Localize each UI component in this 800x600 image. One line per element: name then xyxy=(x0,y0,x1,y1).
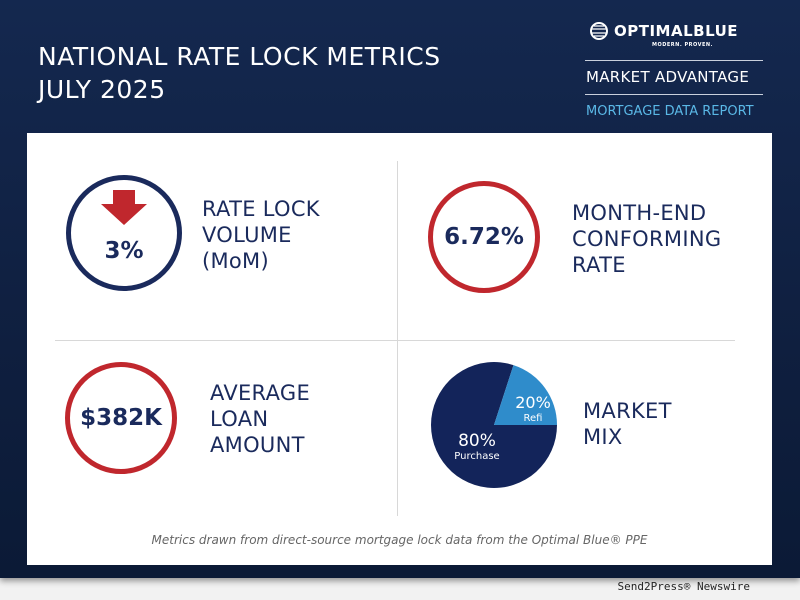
loan-amount-ring: $382K xyxy=(65,362,177,474)
purchase-percent: 80% xyxy=(458,431,496,451)
conforming-rate-ring: 6.72% xyxy=(428,181,540,293)
title-line-1: NATIONAL RATE LOCK METRICS xyxy=(38,42,441,71)
refi-percent: 20% xyxy=(515,393,551,412)
page-title: NATIONAL RATE LOCK METRICS JULY 2025 xyxy=(38,40,441,106)
label-line: (MoM) xyxy=(202,249,269,273)
conforming-rate-value: 6.72% xyxy=(444,224,524,250)
arrow-down-icon xyxy=(101,190,147,225)
globe-icon xyxy=(590,22,608,40)
label-line: VOLUME xyxy=(202,223,292,247)
label-line: MIX xyxy=(583,425,623,449)
metrics-panel: 3% RATE LOCK VOLUME (MoM) 6.72% MONTH-EN… xyxy=(27,133,772,565)
market-mix-pie: 80% Purchase 20% Refi xyxy=(431,362,557,488)
rate-lock-ring: 3% xyxy=(66,175,182,291)
refi-label: Refi xyxy=(524,413,543,424)
report-series: MARKET ADVANTAGE xyxy=(586,68,750,86)
label-line: RATE xyxy=(572,253,626,277)
divider-vertical xyxy=(397,161,398,516)
divider xyxy=(585,94,763,95)
divider xyxy=(585,60,763,61)
market-mix-label: MARKET MIX xyxy=(583,398,672,450)
footer-note: Metrics drawn from direct-source mortgag… xyxy=(151,533,648,547)
divider-horizontal xyxy=(55,340,735,341)
label-line: LOAN xyxy=(210,407,269,431)
label-line: MARKET xyxy=(583,399,672,423)
title-line-2: JULY 2025 xyxy=(38,75,166,104)
logo-tagline: MODERN. PROVEN. xyxy=(652,42,713,48)
label-line: CONFORMING xyxy=(572,227,722,251)
label-line: RATE LOCK xyxy=(202,197,320,221)
newswire-credit: Send2Press® Newswire xyxy=(617,580,750,593)
conforming-rate-label: MONTH-END CONFORMING RATE xyxy=(572,200,721,278)
header-background: NATIONAL RATE LOCK METRICS JULY 2025 OPT… xyxy=(0,0,800,578)
label-line: AVERAGE xyxy=(210,381,311,405)
rate-lock-label: RATE LOCK VOLUME (MoM) xyxy=(202,196,320,274)
purchase-label: Purchase xyxy=(454,451,499,462)
report-type: MORTGAGE DATA REPORT xyxy=(586,104,754,119)
pie-slice-refi xyxy=(494,365,557,425)
optimal-blue-logo: OPTIMALBLUE xyxy=(588,22,738,40)
rate-lock-value: 3% xyxy=(104,238,144,264)
logo-text: OPTIMALBLUE xyxy=(614,22,739,40)
loan-amount-label: AVERAGE LOAN AMOUNT xyxy=(210,380,310,458)
label-line: MONTH-END xyxy=(572,201,707,225)
label-line: AMOUNT xyxy=(210,433,305,457)
loan-amount-value: $382K xyxy=(80,405,162,431)
